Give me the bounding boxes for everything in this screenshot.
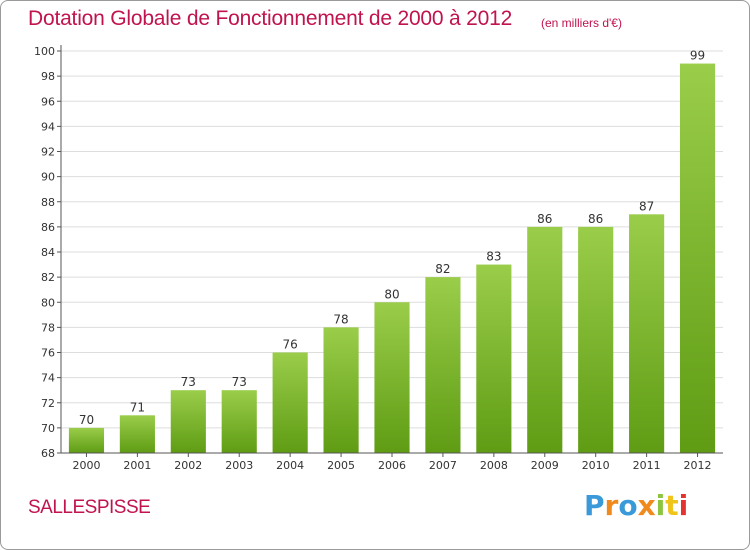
commune-name: SALLESPISSE (28, 497, 151, 518)
bar (119, 415, 155, 453)
x-tick-label: 2002 (174, 459, 202, 472)
bar (527, 226, 563, 453)
proxiti-logo: Proxiti (584, 489, 688, 522)
y-tick-label: 96 (41, 95, 55, 108)
y-tick-label: 70 (41, 422, 55, 435)
x-tick-label: 2010 (582, 459, 610, 472)
bar (221, 390, 257, 453)
bar (476, 264, 512, 453)
x-tick-label: 2004 (276, 459, 304, 472)
labels: 68 70 72 74 76 78 80 82 84 86 88 90 92 94 96 98 100 70 200… (34, 45, 712, 472)
y-tick-label: 90 (41, 171, 55, 184)
axes (57, 45, 723, 457)
x-tick-label: 2005 (327, 459, 355, 472)
x-tick-label: 2006 (378, 459, 406, 472)
x-tick-label: 2001 (123, 459, 151, 472)
bars (68, 63, 716, 453)
logo-letter: t (665, 489, 679, 522)
bar-value-label: 83 (486, 250, 501, 264)
logo-letter: i (678, 489, 689, 522)
bar-value-label: 82 (435, 262, 450, 276)
y-tick-label: 98 (41, 70, 55, 83)
y-tick-label: 92 (41, 146, 55, 159)
y-tick-label: 82 (41, 271, 55, 284)
x-tick-label: 2011 (633, 459, 661, 472)
y-tick-label: 84 (41, 246, 55, 259)
y-tick-label: 94 (41, 120, 55, 133)
bar-value-label: 73 (181, 375, 196, 389)
bar (68, 427, 105, 453)
logo-letter: r (604, 489, 619, 522)
y-tick-label: 86 (41, 221, 55, 234)
bar (170, 390, 206, 453)
y-tick-label: 74 (41, 372, 55, 385)
chart-subtitle: (en milliers d'€) (541, 16, 622, 30)
bar (323, 327, 359, 453)
bar-value-label: 86 (537, 212, 552, 226)
x-tick-label: 2000 (72, 459, 100, 472)
bar (629, 214, 665, 453)
bar-value-label: 76 (283, 338, 298, 352)
bar-value-label: 73 (232, 375, 247, 389)
logo-letter: x (637, 489, 656, 522)
y-tick-label: 100 (34, 45, 55, 58)
bar-value-label: 87 (639, 199, 654, 213)
bar (679, 63, 716, 453)
bar-value-label: 86 (588, 212, 603, 226)
bar (374, 302, 410, 453)
y-tick-label: 72 (41, 397, 55, 410)
y-tick-label: 68 (41, 447, 55, 460)
bar (578, 226, 614, 453)
bar-value-label: 70 (79, 413, 94, 427)
logo-letter: P (584, 489, 605, 522)
y-tick-label: 80 (41, 296, 55, 309)
chart-title: Dotation Globale de Fonctionnement de 20… (28, 7, 513, 30)
x-tick-label: 2007 (429, 459, 457, 472)
logo-letter: o (618, 489, 638, 522)
y-tick-label: 76 (41, 347, 55, 360)
x-tick-label: 2008 (480, 459, 508, 472)
x-tick-label: 2012 (684, 459, 712, 472)
y-tick-label: 78 (41, 321, 55, 334)
bar-value-label: 71 (130, 400, 145, 414)
x-tick-label: 2009 (531, 459, 559, 472)
bar-value-label: 78 (333, 312, 348, 326)
bar (272, 352, 308, 453)
x-tick-label: 2003 (225, 459, 253, 472)
bar-value-label: 80 (384, 287, 399, 301)
logo-letter: i (655, 489, 666, 522)
bar-value-label: 99 (690, 49, 705, 63)
y-tick-label: 88 (41, 196, 55, 209)
bar (425, 277, 461, 453)
